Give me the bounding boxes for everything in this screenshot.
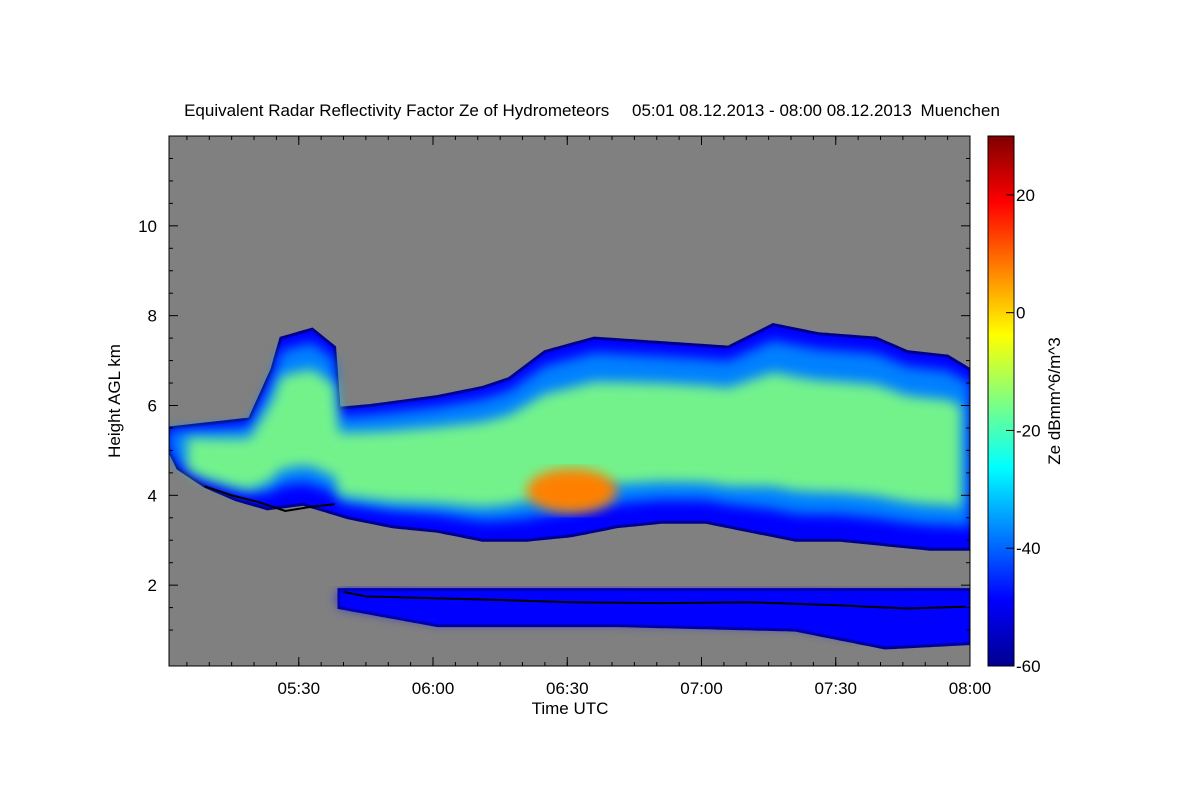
- y-tick-label: 6: [148, 396, 157, 415]
- colorbar: 20 0 -20 -40 -60 Ze dBmm^6/m^3: [987, 135, 1064, 676]
- chart-title: Equivalent Radar Reflectivity Factor Ze …: [184, 101, 1000, 120]
- colorbar-tick-label: -40: [1016, 539, 1041, 558]
- y-tick-label: 4: [148, 486, 157, 505]
- plot-frame: [168, 135, 971, 667]
- colorbar-tick-label: -20: [1016, 421, 1041, 440]
- overlay-lines: [204, 485, 966, 610]
- chart-title-main: Equivalent Radar Reflectivity Factor Ze …: [184, 101, 609, 120]
- colorbar-gradient: [987, 135, 1015, 667]
- colorbar-tick-label: 20: [1016, 186, 1035, 205]
- colorbar-label: Ze dBmm^6/m^3: [1045, 337, 1064, 464]
- x-tick-label: 06:00: [412, 679, 455, 698]
- y-tick-label: 8: [148, 307, 157, 326]
- x-tick-label: 07:30: [814, 679, 857, 698]
- x-tick-label: 05:30: [277, 679, 320, 698]
- colorbar-tick-label: -60: [1016, 657, 1041, 676]
- cloud-layer-core: [186, 369, 962, 508]
- x-tick-label: 06:30: [546, 679, 589, 698]
- y-tick-label: 2: [148, 576, 157, 595]
- y-axis-label: Height AGL km: [105, 344, 124, 458]
- chart-title-period: 05:01 08.12.2013 - 08:00 08.12.2013: [632, 101, 912, 120]
- colorbar-tick-label: 0: [1016, 304, 1025, 323]
- cloud-base-line: [204, 485, 966, 610]
- plot-area: [168, 135, 971, 667]
- reflectivity-core: [526, 468, 617, 513]
- y-axis: 2 4 6 8 10: [138, 157, 970, 631]
- colorbar-ticks: 20 0 -20 -40 -60: [1006, 186, 1041, 676]
- x-axis: 05:30 06:00 06:30 07:00 07:30 08:00: [186, 136, 992, 698]
- chart-title-location: Muenchen: [921, 101, 1000, 120]
- x-tick-label: 08:00: [949, 679, 992, 698]
- y-tick-label: 10: [138, 217, 157, 236]
- x-axis-label: Time UTC: [532, 699, 609, 718]
- x-tick-label: 07:00: [680, 679, 723, 698]
